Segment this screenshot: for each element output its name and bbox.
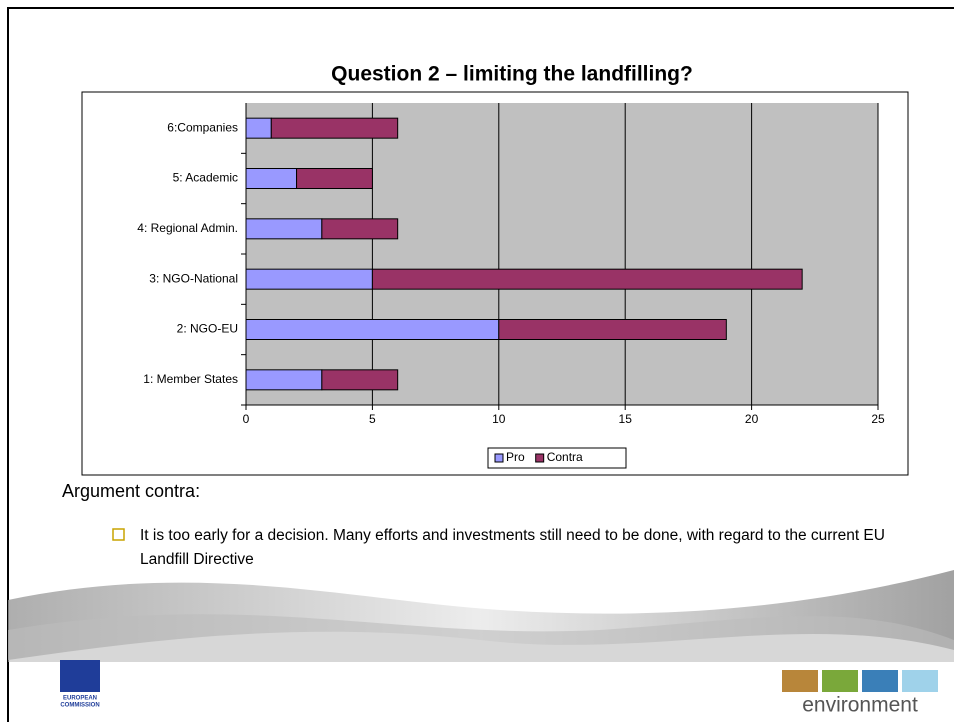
plot-area (246, 103, 878, 405)
bar (245, 218, 323, 240)
x-tick-label: 25 (871, 412, 885, 426)
slide-border (7, 7, 954, 722)
x-tick-label: 20 (745, 412, 759, 426)
y-tick-label: 2: NGO-EU (177, 322, 238, 336)
legend-label: Pro (506, 450, 525, 464)
bar (270, 117, 399, 139)
bar (245, 117, 272, 139)
bar (371, 268, 803, 290)
y-tick-label: 6:Companies (167, 120, 238, 134)
logo-text: environment (802, 694, 918, 717)
legend-frame (487, 447, 627, 469)
chart: 0 5 10 15 20 25 1: Member States 2: NGO-EU 3: NG… (137, 103, 885, 469)
bar (296, 168, 373, 189)
heading: Argument contra: (62, 481, 200, 501)
legend-swatch (494, 453, 504, 463)
y-tick-label: 5: Academic (173, 171, 238, 185)
logo-tile (782, 670, 818, 692)
logo-tile (862, 670, 898, 692)
bar (245, 319, 500, 340)
logo-text: EUROPEAN (63, 696, 97, 702)
bullet-text: It is too early for a decision. Many eff… (140, 527, 885, 568)
legend-label: Contra (547, 450, 583, 464)
y-tick-label: 4: Regional Admin. (137, 221, 238, 235)
wave (8, 614, 954, 662)
bar (245, 168, 298, 189)
y-tick-label: 3: NGO-National (149, 271, 238, 285)
bar (245, 268, 373, 290)
x-tick-label: 15 (619, 412, 633, 426)
bullet-box (112, 528, 125, 541)
bullet-wrap: It is too early for a decision. Many eff… (140, 527, 885, 568)
bar (321, 369, 399, 391)
logo-text: COMMISSION (60, 703, 99, 709)
bar (321, 218, 399, 240)
legend-swatch (535, 453, 545, 463)
x-tick-label: 0 (243, 412, 250, 426)
eu-flag (60, 660, 100, 692)
x-tick-label: 5 (369, 412, 376, 426)
y-tick-label: 1: Member States (143, 372, 238, 386)
bar (245, 369, 323, 391)
bar (498, 319, 727, 340)
x-tick-label: 10 (492, 412, 506, 426)
slide-title: Question 2 – limiting the landfilling? (331, 63, 693, 86)
logo-tile (822, 670, 858, 692)
logo-tile (902, 670, 938, 692)
